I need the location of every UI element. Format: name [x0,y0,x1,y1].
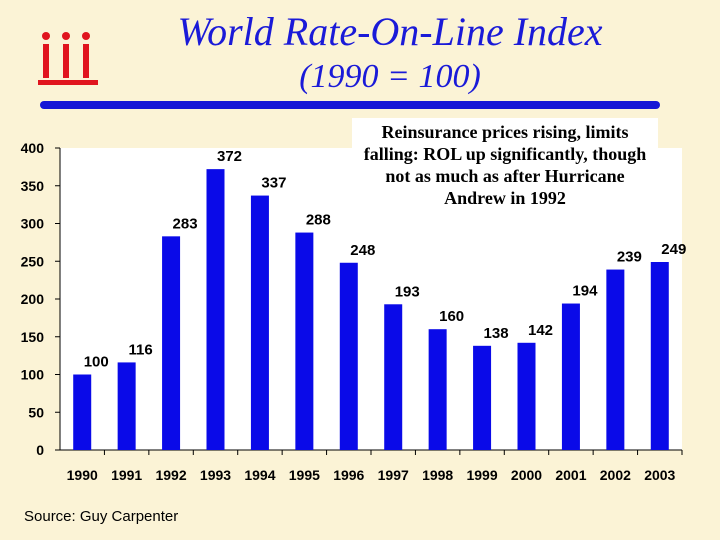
chart-title: World Rate-On-Line Index [177,9,603,54]
data-label: 100 [84,354,109,371]
data-label: 138 [484,325,509,342]
data-label: 142 [528,322,553,339]
chart-annotation: Reinsurance prices rising, limits fallin… [352,118,658,216]
bar [606,269,625,450]
y-tick-label: 100 [21,367,45,383]
bar [517,342,536,450]
y-tick-label: 150 [21,329,45,345]
x-tick-label: 2003 [644,467,675,483]
data-label: 239 [617,249,642,266]
x-tick-label: 1992 [155,467,186,483]
x-tick-label: 1996 [333,467,364,483]
bar [428,329,447,450]
title-divider [40,101,660,109]
x-tick-label: 1994 [244,467,275,483]
y-tick-label: 400 [21,140,45,156]
data-label: 160 [439,308,464,325]
y-tick-label: 50 [28,404,44,420]
chart-subtitle: (1990 = 100) [299,58,481,95]
data-label: 288 [306,212,331,229]
data-label: 194 [572,283,598,300]
data-label: 248 [350,242,375,259]
x-tick-label: 1998 [422,467,453,483]
bar [339,262,358,450]
bar [206,169,225,450]
bar [384,304,403,450]
data-label: 249 [661,241,686,258]
x-tick-label: 1999 [466,467,497,483]
bar [73,374,92,450]
y-tick-label: 0 [36,442,44,458]
x-tick-label: 1997 [378,467,409,483]
x-tick-label: 2002 [600,467,631,483]
data-label: 283 [173,215,198,232]
data-label: 337 [261,175,286,192]
bar [473,345,492,450]
x-tick-label: 1993 [200,467,231,483]
bar [561,303,580,450]
iii-logo-icon [38,32,98,85]
data-label: 193 [395,283,420,300]
y-tick-label: 200 [21,291,45,307]
source-note: Source: Guy Carpenter [24,508,179,525]
x-tick-label: 2001 [555,467,586,483]
bar [295,232,314,450]
y-tick-label: 350 [21,178,45,194]
bar [162,236,181,450]
x-tick-label: 1995 [289,467,320,483]
x-tick-label: 1991 [111,467,142,483]
y-tick-label: 300 [21,216,45,232]
data-label: 116 [129,341,153,358]
x-tick-label: 2000 [511,467,542,483]
data-label: 372 [217,148,242,165]
y-tick-label: 250 [21,253,45,269]
x-tick-label: 1990 [67,467,98,483]
bar [117,362,136,450]
bar [250,195,269,450]
bar [650,262,669,450]
